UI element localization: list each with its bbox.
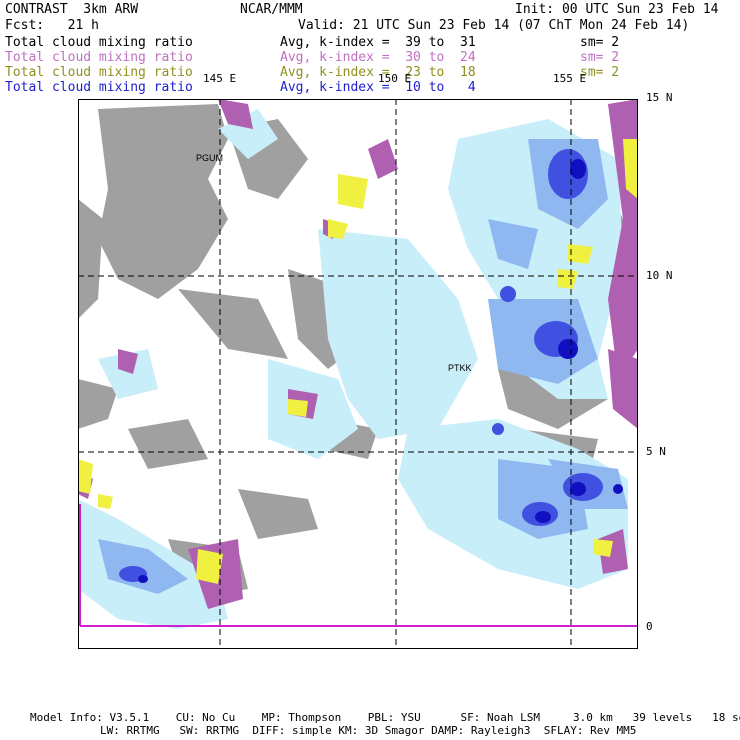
lon-label-155: 155 E: [553, 72, 587, 85]
yellow-cloud-layer: [78, 139, 638, 584]
footer-model-info-line2: LW: RRTMG SW: RRTMG DIFF: simple KM: 3D …: [100, 724, 637, 737]
darkblue-cloud-layer: [138, 159, 623, 583]
field-name-4: Total cloud mixing ratio: [5, 80, 193, 95]
field-avg-2: Avg, k-index = 30 to 24: [280, 50, 476, 65]
header-model-title: CONTRAST 3km ARW: [5, 2, 139, 17]
field-name-3: Total cloud mixing ratio: [5, 65, 193, 80]
field-sm-2: sm= 2: [580, 50, 620, 65]
map-grid: [78, 99, 638, 649]
header-center-title: NCAR/MMM: [240, 2, 303, 17]
map-frame: [78, 99, 638, 649]
field-name-1: Total cloud mixing ratio: [5, 35, 193, 50]
field-avg-3: Avg, k-index = 23 to 18: [280, 65, 476, 80]
domain-boundary: [79, 504, 638, 627]
footer-model-info-line1: Model Info: V3.5.1 CU: No Cu MP: Thompso…: [30, 711, 740, 724]
field-name-2: Total cloud mixing ratio: [5, 50, 193, 65]
field-sm-3: sm= 2: [580, 65, 620, 80]
header-valid-time: Valid: 21 UTC Sun 23 Feb 14 (07 ChT Mon …: [298, 18, 690, 33]
lon-label-145: 145 E: [203, 72, 237, 85]
lat-label-15n: 15 N: [646, 91, 673, 104]
header-init-time: Init: 00 UTC Sun 23 Feb 14: [515, 2, 719, 17]
lat-label-10n: 10 N: [646, 269, 673, 282]
header-forecast-hour: Fcst: 21 h: [5, 18, 99, 33]
station-label-ptkk: PTKK: [448, 363, 472, 373]
field-sm-1: sm= 2: [580, 35, 620, 50]
field-avg-4: Avg, k-index = 10 to 4: [280, 80, 476, 95]
lat-label-5n: 5 N: [646, 445, 666, 458]
lon-label-150: 150 E: [378, 72, 412, 85]
cloud-mixing-ratio-map: PGUM PTKK: [78, 99, 638, 649]
station-label-pgum: PGUM: [196, 153, 223, 163]
lat-label-0: 0: [646, 620, 653, 633]
field-avg-1: Avg, k-index = 39 to 31: [280, 35, 476, 50]
